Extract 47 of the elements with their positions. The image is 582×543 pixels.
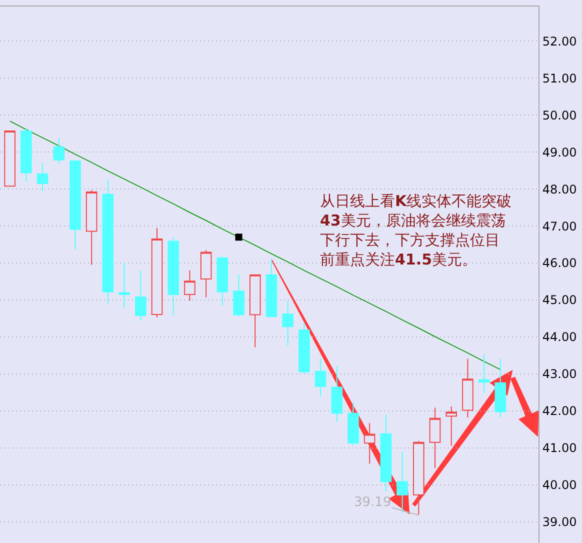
candlestick bbox=[200, 250, 212, 298]
y-tick-label: 48.00 bbox=[542, 182, 577, 196]
y-tick-label: 49.00 bbox=[542, 145, 577, 160]
y-tick-label: 39.00 bbox=[542, 515, 577, 530]
candlestick bbox=[102, 178, 114, 304]
candlestick bbox=[118, 262, 130, 308]
candlestick bbox=[233, 274, 244, 318]
y-tick-label: 46.00 bbox=[542, 256, 577, 270]
y-tick-label: 41.00 bbox=[542, 441, 577, 456]
candlestick bbox=[348, 402, 359, 446]
candlestick bbox=[249, 274, 261, 348]
candlestick bbox=[86, 190, 98, 266]
candlestick bbox=[151, 227, 163, 318]
candlestick bbox=[494, 358, 506, 418]
y-tick-label: 45.00 bbox=[542, 293, 577, 308]
annotation: 39.19 bbox=[354, 495, 392, 510]
candlestick bbox=[4, 130, 16, 187]
candlestick bbox=[282, 300, 294, 346]
candlestick bbox=[380, 414, 392, 492]
y-tick-label: 51.00 bbox=[542, 71, 577, 86]
candlestick bbox=[266, 258, 278, 318]
y-tick-label: 40.00 bbox=[542, 478, 577, 492]
y-tick-label: 44.00 bbox=[542, 330, 577, 344]
candlestick bbox=[184, 270, 196, 302]
candlestick bbox=[70, 160, 81, 250]
candlestick bbox=[331, 365, 343, 423]
candlestick bbox=[429, 407, 441, 469]
candlestick bbox=[20, 128, 32, 182]
candlestick bbox=[412, 440, 424, 516]
y-tick-label: 52.00 bbox=[542, 34, 577, 48]
candlestick bbox=[298, 322, 310, 374]
candlestick bbox=[216, 256, 228, 306]
candlestick bbox=[314, 358, 326, 398]
candlestick bbox=[446, 406, 457, 446]
candlestick bbox=[36, 162, 48, 192]
candlestick bbox=[462, 358, 474, 418]
y-tick-label: 50.00 bbox=[542, 108, 577, 122]
candlestick bbox=[53, 138, 65, 164]
y-tick-label: 47.00 bbox=[542, 219, 577, 234]
candlestick bbox=[478, 354, 490, 394]
candlestick bbox=[134, 270, 146, 322]
candlestick bbox=[168, 236, 179, 316]
y-tick-label: 43.00 bbox=[542, 367, 577, 382]
candlestick bbox=[396, 451, 408, 514]
text: 从日线上看K线实体不能突破43美元，原油将会继续震荡下行下去，下方支撑点位目前重点关注41.5美元。 bbox=[320, 192, 512, 268]
y-tick-label: 42.00 bbox=[542, 404, 577, 418]
candlestick bbox=[364, 422, 376, 464]
